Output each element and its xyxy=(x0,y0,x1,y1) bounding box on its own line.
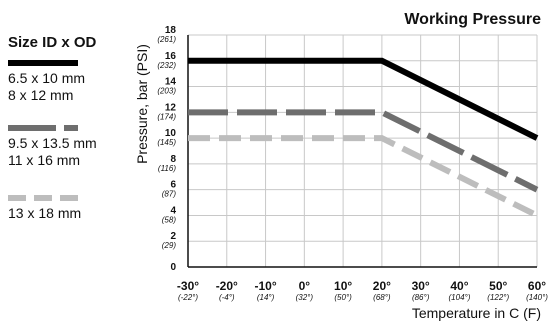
legend-label: 11 x 16 mm xyxy=(8,152,81,168)
y-tick-label: 8 xyxy=(170,154,176,165)
y-axis-label: Pressure, bar (PSI) xyxy=(134,44,150,164)
y-tick-label: 6 xyxy=(170,180,176,191)
legend-item-3: 13 x 18 mm xyxy=(8,195,81,222)
series-line-2 xyxy=(188,109,539,193)
y-tick-label: 10 xyxy=(165,128,177,139)
y-tick-label: 16 xyxy=(165,51,177,62)
legend-label: 8 x 12 mm xyxy=(8,87,74,103)
x-tick-label: 20° xyxy=(373,279,391,293)
x-tick-label: 30° xyxy=(412,279,430,293)
legend-label: 6.5 x 10 mm xyxy=(8,70,86,86)
y-tick-sublabel: (29) xyxy=(162,241,177,250)
x-tick-sublabel: (50°) xyxy=(334,293,352,302)
grid xyxy=(187,34,538,268)
x-tick-label: 10° xyxy=(334,279,352,293)
x-tick-sublabel: (104°) xyxy=(449,293,471,302)
x-tick-sublabel: (68°) xyxy=(373,293,391,302)
y-tick-label: 14 xyxy=(165,77,177,88)
y-tick-label: 0 xyxy=(170,262,176,273)
legend-item-1: 6.5 x 10 mm 8 x 12 mm xyxy=(8,60,85,104)
x-tick-label: -30° xyxy=(177,279,199,293)
x-tick-label: -20° xyxy=(216,279,238,293)
x-tick-sublabel: (122°) xyxy=(487,293,509,302)
x-tick-sublabel: (-4°) xyxy=(219,293,235,302)
x-tick-sublabel: (14°) xyxy=(257,293,275,302)
x-axis-label: Temperature in C (F) xyxy=(412,305,541,321)
series-lines xyxy=(188,57,539,219)
legend-title: Size ID x OD xyxy=(8,34,97,51)
x-tick-label: 60° xyxy=(528,279,546,293)
x-tick-sublabel: (86°) xyxy=(412,293,430,302)
y-tick-sublabel: (145) xyxy=(157,138,176,147)
x-tick-sublabel: (140°) xyxy=(526,293,548,302)
legend-label: 9.5 x 13.5 mm xyxy=(8,135,97,151)
x-tick-label: -10° xyxy=(254,279,276,293)
y-tick-label: 4 xyxy=(170,205,176,216)
y-tick-label: 12 xyxy=(165,102,177,113)
legend-item-2: 9.5 x 13.5 mm 11 x 16 mm xyxy=(8,125,97,169)
y-tick-label: 18 xyxy=(165,25,177,36)
y-tick-sublabel: (58) xyxy=(162,215,177,224)
x-tick-label: 0° xyxy=(299,279,311,293)
y-tick-sublabel: (261) xyxy=(157,35,176,44)
y-tick-sublabel: (87) xyxy=(162,190,177,199)
y-tick-sublabel: (174) xyxy=(157,112,176,121)
series-line-1 xyxy=(188,57,539,141)
legend-swatch xyxy=(8,60,78,66)
x-tick-sublabel: (32°) xyxy=(296,293,314,302)
x-tick-label: 50° xyxy=(489,279,507,293)
y-tick-sublabel: (232) xyxy=(157,61,176,70)
x-tick-sublabel: (-22°) xyxy=(178,293,198,302)
x-tick-label: 40° xyxy=(450,279,468,293)
y-tick-sublabel: (203) xyxy=(157,87,176,96)
legend-swatch xyxy=(8,125,78,131)
axes xyxy=(187,35,537,268)
y-tick-label: 2 xyxy=(170,231,176,242)
y-tick-sublabel: (116) xyxy=(158,164,176,173)
x-tick-labels: -30°(-22°) -20°(-4°) -10°(14°) 0°(32°) 10°(5… xyxy=(177,279,548,302)
chart-title: Working Pressure xyxy=(404,11,541,28)
y-tick-labels: 02(29)4(58)6(87)8(116)10(145)12(174)14(2… xyxy=(157,25,176,273)
legend-label: 13 x 18 mm xyxy=(8,205,82,221)
series-line-3 xyxy=(188,135,539,219)
legend-swatch xyxy=(8,195,78,201)
